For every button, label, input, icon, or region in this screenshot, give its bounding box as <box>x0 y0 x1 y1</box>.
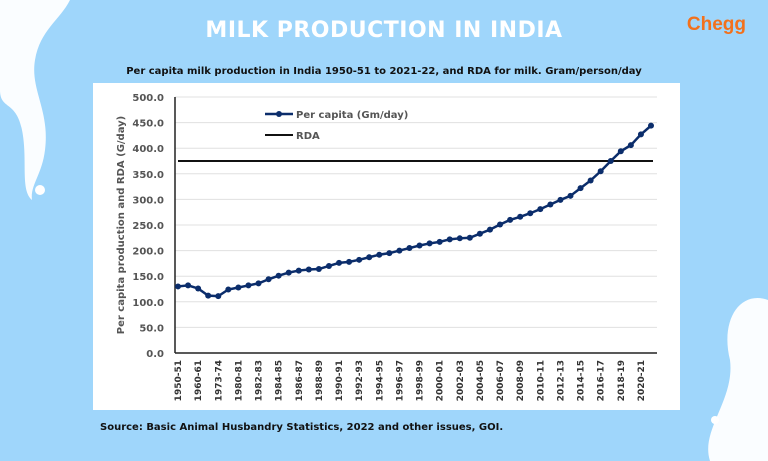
data-point <box>466 234 473 241</box>
x-tick-label: 1950-51 <box>174 360 184 401</box>
data-point <box>446 236 453 243</box>
x-tick-label: 2008-09 <box>516 360 526 401</box>
x-tick-label: 2010-11 <box>536 360 546 401</box>
x-tick-label: 1998-99 <box>416 360 426 401</box>
data-point <box>577 185 584 192</box>
data-point <box>648 122 654 129</box>
header-title: MILK PRODUCTION IN INDIA <box>205 18 563 43</box>
x-tick-label: 2014-15 <box>577 360 587 401</box>
legend-series-marker <box>276 111 282 117</box>
y-tick-label: 200.0 <box>132 247 164 258</box>
data-point <box>215 293 222 300</box>
data-point <box>476 230 483 237</box>
data-point <box>195 285 202 292</box>
legend-rda: RDA <box>296 131 320 142</box>
x-tick-label: 2002-03 <box>456 360 466 401</box>
data-point <box>607 158 614 164</box>
data-point <box>336 259 343 266</box>
legend: Per capita (Gm/day) RDA <box>265 110 408 142</box>
data-point <box>587 177 594 184</box>
data-point <box>396 247 403 254</box>
chegg-logo: Chegg <box>686 14 746 35</box>
data-point <box>617 148 624 155</box>
y-axis-label: Per capita production and RDA (G/day) <box>116 116 127 335</box>
data-point <box>557 196 564 203</box>
data-point <box>175 283 181 290</box>
data-point <box>185 282 192 289</box>
data-point <box>205 292 212 299</box>
chart-panel <box>93 83 680 410</box>
data-point <box>497 221 504 228</box>
data-point <box>486 226 493 233</box>
data-point <box>315 266 322 273</box>
data-point <box>255 280 262 287</box>
data-point <box>517 213 524 220</box>
data-point <box>416 242 423 249</box>
x-tick-label: 1980-81 <box>234 360 244 401</box>
x-tick-label: 2016-17 <box>597 360 607 401</box>
source-note: Source: Basic Animal Husbandry Statistic… <box>100 422 504 433</box>
y-tick-label: 450.0 <box>132 119 164 130</box>
data-point <box>245 282 252 289</box>
data-point <box>275 272 282 279</box>
x-tick-label: 2000-01 <box>436 360 446 401</box>
data-point <box>356 256 363 263</box>
data-point <box>225 286 232 293</box>
x-tick-label: 1982-83 <box>255 360 265 401</box>
y-tick-label: 250.0 <box>132 221 164 232</box>
chart-title: Per capita milk production in India 1950… <box>126 66 642 77</box>
data-point <box>406 245 413 252</box>
data-point <box>426 240 433 247</box>
data-point <box>436 238 443 245</box>
data-point <box>325 262 332 269</box>
per-capita-line <box>177 124 652 298</box>
data-point <box>547 201 554 208</box>
data-point <box>597 168 604 175</box>
data-point <box>637 131 644 138</box>
y-tick-label: 400.0 <box>132 144 164 155</box>
data-point <box>527 210 534 217</box>
data-point <box>567 192 574 199</box>
x-tick-label: 1988-89 <box>315 360 325 401</box>
y-tick-label: 300.0 <box>132 195 164 206</box>
data-point <box>537 206 544 213</box>
y-tick-label: 500.0 <box>132 93 164 104</box>
x-tick-label: 2012-13 <box>556 360 566 401</box>
data-point <box>366 254 373 261</box>
data-point <box>376 251 383 258</box>
data-point <box>456 235 463 242</box>
x-tick-label: 1973-74 <box>214 360 224 401</box>
x-tick-label: 2018-19 <box>617 360 627 401</box>
x-tick-label: 1960-61 <box>194 360 204 401</box>
data-point <box>346 258 353 265</box>
x-tick-label: 2006-07 <box>496 360 506 401</box>
x-tick-label: 1996-97 <box>395 360 405 401</box>
y-tick-label: 350.0 <box>132 170 164 181</box>
x-tick-label: 1994-95 <box>375 360 385 401</box>
data-point <box>265 276 272 283</box>
y-tick-label: 0.0 <box>146 349 164 360</box>
legend-per-capita: Per capita (Gm/day) <box>296 110 408 121</box>
data-point <box>386 250 393 257</box>
y-tick-label: 150.0 <box>132 272 164 283</box>
y-tick-label: 100.0 <box>132 298 164 309</box>
data-point <box>295 267 302 274</box>
data-point <box>627 142 634 149</box>
x-tick-label: 1992-93 <box>355 360 365 401</box>
x-tick-label: 1990-91 <box>335 360 345 401</box>
data-point <box>507 216 514 223</box>
y-tick-label: 50.0 <box>139 323 164 334</box>
x-tick-label: 2020-21 <box>637 360 647 401</box>
x-tick-label: 1986-87 <box>295 360 305 401</box>
data-point <box>285 269 292 276</box>
data-point <box>305 266 312 273</box>
x-tick-label: 2004-05 <box>476 360 486 401</box>
x-tick-label: 1984-85 <box>275 360 285 401</box>
data-point <box>235 284 242 291</box>
